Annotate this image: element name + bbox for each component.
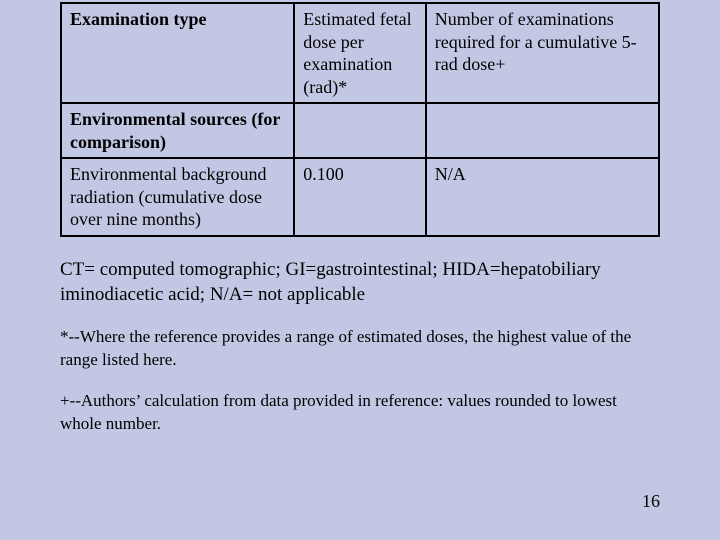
- table-section-row: Environmental sources (for comparison): [61, 103, 659, 158]
- table-row: Environmental background radiation (cumu…: [61, 158, 659, 236]
- cell-exam-type: Environmental background radiation (cumu…: [61, 158, 294, 236]
- cell-num-exams: N/A: [426, 158, 659, 236]
- cell-fetal-dose: 0.100: [294, 158, 426, 236]
- abbreviations: CT= computed tomographic; GI=gastrointes…: [60, 257, 660, 308]
- footnote-plus: +--Authors’ calculation from data provid…: [60, 390, 660, 436]
- header-num-exams: Number of examinations required for a cu…: [426, 3, 659, 103]
- dose-table: Examination type Estimated fetal dose pe…: [60, 2, 660, 237]
- section-env-sources: Environmental sources (for comparison): [61, 103, 294, 158]
- page-number: 16: [642, 491, 660, 512]
- section-col3: [426, 103, 659, 158]
- footnotes: CT= computed tomographic; GI=gastrointes…: [60, 257, 660, 436]
- footnote-star: *--Where the reference provides a range …: [60, 326, 660, 372]
- header-exam-type: Examination type: [61, 3, 294, 103]
- table-header-row: Examination type Estimated fetal dose pe…: [61, 3, 659, 103]
- header-fetal-dose: Estimated fetal dose per examination (ra…: [294, 3, 426, 103]
- section-col2: [294, 103, 426, 158]
